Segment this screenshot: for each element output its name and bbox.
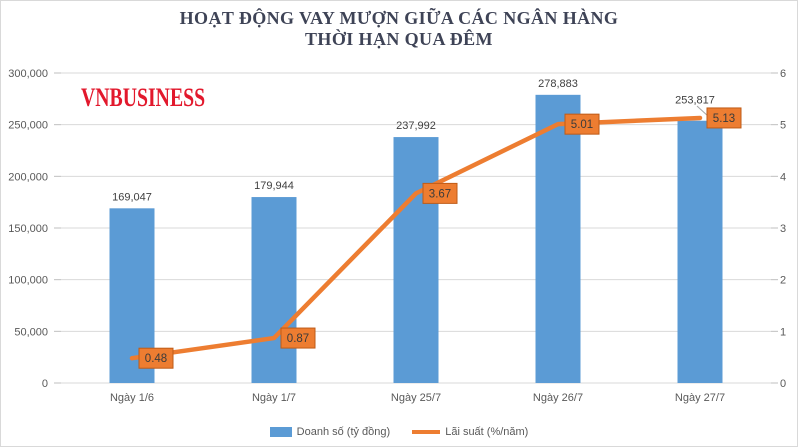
right-axis-tick-label: 5 bbox=[780, 120, 786, 132]
rate-value-label-box bbox=[280, 327, 316, 349]
left-axis-tick-label: 200,000 bbox=[8, 171, 48, 183]
right-axis-tick-label: 2 bbox=[780, 275, 786, 287]
x-axis-label: Ngày 25/7 bbox=[391, 392, 441, 404]
legend-bar-label: Doanh số (tỷ đồng) bbox=[296, 426, 391, 438]
left-axis-tick-label: 50,000 bbox=[14, 326, 48, 338]
rate-value-label: 3.67 bbox=[429, 188, 451, 200]
right-axis-tick-label: 1 bbox=[780, 326, 786, 338]
bar bbox=[251, 197, 297, 383]
rate-value-label: 0.87 bbox=[287, 333, 309, 345]
x-axis-label: Ngày 1/6 bbox=[110, 392, 154, 404]
rate-value-label-box bbox=[422, 182, 458, 204]
rate-line bbox=[129, 115, 703, 361]
bar bbox=[393, 137, 439, 383]
left-axis-tick-label: 300,000 bbox=[8, 68, 48, 80]
chart-title-line-2: THỜI HẠN QUA ĐÊM bbox=[305, 29, 493, 49]
right-axis-tick-label: 6 bbox=[780, 68, 786, 80]
rate-value-label: 5.01 bbox=[571, 119, 593, 131]
bar-value-label: 179,944 bbox=[254, 180, 294, 192]
watermark: VNBUSINESS bbox=[81, 83, 206, 112]
legend-item-doanh-so: Doanh số (tỷ đồng) bbox=[269, 426, 391, 438]
bar bbox=[535, 94, 581, 384]
rate-value-label: 5.13 bbox=[713, 113, 735, 125]
legend-item-lai-suat: Lãi suất (%/năm) bbox=[412, 426, 528, 438]
bar-value-label: 237,992 bbox=[396, 120, 436, 132]
rate-value-label-box bbox=[706, 107, 742, 129]
x-axis-label: Ngày 27/7 bbox=[675, 392, 725, 404]
legend-bar-swatch bbox=[269, 427, 292, 437]
legend: Doanh số (tỷ đồng) Lãi suất (%/năm) bbox=[1, 426, 797, 438]
rate-value-label-box bbox=[564, 113, 600, 135]
left-axis-tick-label: 0 bbox=[42, 378, 48, 390]
bar-value-label: 253,817 bbox=[675, 95, 715, 107]
left-axis-tick-label: 100,000 bbox=[8, 275, 48, 287]
rate-value-label: 0.48 bbox=[145, 353, 167, 365]
right-axis-tick-label: 4 bbox=[780, 171, 786, 183]
chart-title-line-1: HOẠT ĐỘNG VAY MƯỢN GIỮA CÁC NGÂN HÀNG bbox=[179, 8, 619, 28]
bar-value-label: 278,883 bbox=[538, 78, 578, 90]
x-axis-label: Ngày 1/7 bbox=[252, 392, 296, 404]
bar-value-label: 169,047 bbox=[112, 191, 152, 203]
left-axis-tick-label: 150,000 bbox=[8, 223, 48, 235]
left-axis-tick-label: 250,000 bbox=[8, 120, 48, 132]
legend-line-swatch bbox=[412, 430, 441, 434]
chart-title: HOẠT ĐỘNG VAY MƯỢN GIỮA CÁC NGÂN HÀNG TH… bbox=[1, 8, 797, 50]
right-axis-tick-label: 3 bbox=[780, 223, 786, 235]
rate-value-label-box bbox=[138, 347, 174, 369]
bar bbox=[677, 120, 723, 383]
right-axis-tick-label: 0 bbox=[780, 378, 786, 390]
x-axis-label: Ngày 26/7 bbox=[533, 392, 583, 404]
legend-line-label: Lãi suất (%/năm) bbox=[445, 426, 529, 438]
